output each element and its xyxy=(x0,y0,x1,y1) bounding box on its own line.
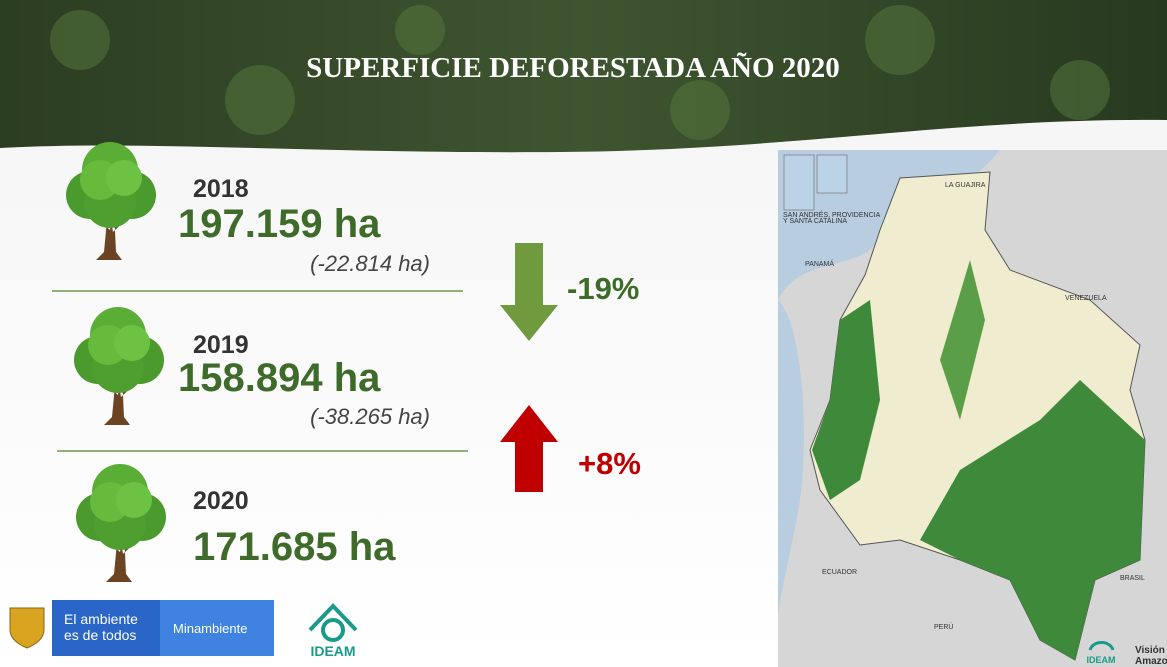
slogan: El ambiente xyxy=(64,611,138,627)
map-label: LA GUAJIRA xyxy=(945,182,986,189)
year: 2018 xyxy=(193,175,249,203)
forest xyxy=(940,260,985,420)
slogan-box xyxy=(52,600,160,656)
institute: IDEAM xyxy=(310,643,355,659)
map-label: Y SANTA CATALINA xyxy=(783,218,847,225)
inset xyxy=(783,154,815,211)
title: SUPERFICIE DEFORESTADA AÑO 2020 xyxy=(306,51,840,84)
trend: +8% xyxy=(578,446,641,481)
area: 171.685 ha xyxy=(193,525,396,569)
ministry: Minambiente xyxy=(173,621,247,636)
coat-of-arms xyxy=(9,607,45,649)
down-arrow xyxy=(500,243,558,341)
year: 2019 xyxy=(193,331,249,359)
inset xyxy=(816,154,848,194)
up-arrow xyxy=(500,405,558,492)
slogan: es de todos xyxy=(64,627,136,643)
ministry-box xyxy=(160,600,274,656)
map-label: PERÚ xyxy=(934,622,953,631)
ideam-icon xyxy=(1088,641,1115,651)
map: PANAMÁ VENEZUELA ECUADOR PERÚ BRASIL LA … xyxy=(778,150,1167,667)
trend: -19% xyxy=(567,271,639,306)
map-label: ECUADOR xyxy=(822,569,857,576)
year: 2020 xyxy=(193,487,249,515)
forest xyxy=(812,300,880,500)
area: 158.894 ha xyxy=(178,356,381,400)
change: (-22.814 ha) xyxy=(310,251,430,276)
map-label: SAN ANDRÉS, PROVIDENCIA xyxy=(783,210,881,219)
map-label: VENEZUELA xyxy=(1065,295,1107,302)
ideam-roof xyxy=(308,603,358,632)
ideam-icon xyxy=(321,618,345,642)
ocean xyxy=(778,300,804,620)
logo-text: Visión xyxy=(1135,645,1165,656)
map-label: PANAMÁ xyxy=(805,259,834,268)
foliage xyxy=(50,5,1110,140)
logo-text: IDEAM xyxy=(1087,655,1116,665)
change: (-38.265 ha) xyxy=(310,404,430,429)
map-label: BRASIL xyxy=(1120,575,1145,582)
area: 197.159 ha xyxy=(178,202,381,246)
logo-text: Amazon xyxy=(1135,656,1167,667)
forest xyxy=(920,380,1145,660)
